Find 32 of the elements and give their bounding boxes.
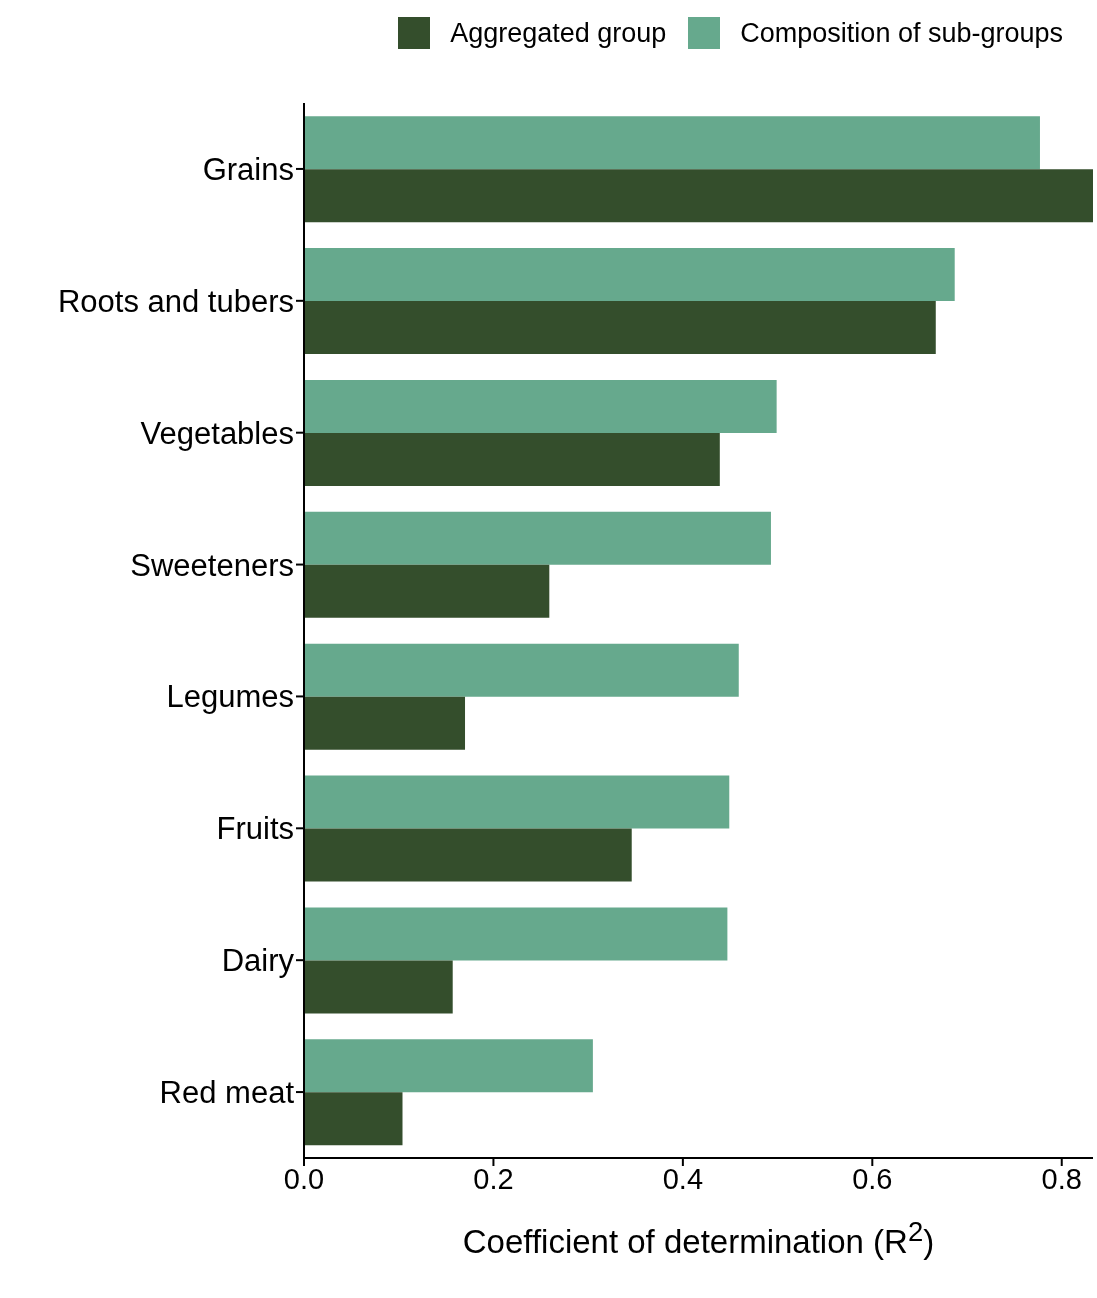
legend-label: Aggregated group: [450, 17, 667, 49]
x-tick-label: 0.4: [662, 1162, 704, 1195]
y-tick-label: Sweeteners: [130, 547, 294, 583]
bar: [304, 1039, 593, 1093]
x-axis-title: Coefficient of determination (R$^{2}$): [461, 1216, 936, 1261]
bar: [304, 1092, 403, 1146]
bar: [304, 169, 1093, 223]
y-tick-label: Red meat: [159, 1075, 295, 1111]
y-tick-label: Grains: [202, 151, 294, 187]
bar: [304, 960, 453, 1014]
y-tick-label: Legumes: [166, 679, 294, 715]
bar: [304, 301, 936, 355]
y-tick-label: Vegetables: [140, 415, 294, 451]
bar: [304, 828, 632, 882]
x-tick-label: 0.6: [852, 1162, 893, 1195]
bar: [304, 116, 1040, 170]
bar: [304, 907, 728, 961]
y-tick-label: Dairy: [221, 943, 295, 979]
bar: [304, 379, 777, 433]
bar: [304, 696, 466, 750]
bar: [304, 643, 739, 697]
legend-label: Composition of sub-groups: [740, 17, 1063, 49]
y-tick-label: Roots and tubers: [57, 283, 294, 319]
y-tick-label: Fruits: [216, 811, 294, 847]
bar: [304, 775, 730, 829]
bar: [304, 564, 550, 618]
x-tick-label: 0.8: [1041, 1162, 1082, 1195]
x-tick-label: 0.0: [283, 1162, 325, 1195]
bar: [304, 511, 771, 565]
bar: [304, 248, 955, 302]
bar: [304, 432, 720, 486]
x-tick-label: 0.2: [473, 1162, 514, 1195]
